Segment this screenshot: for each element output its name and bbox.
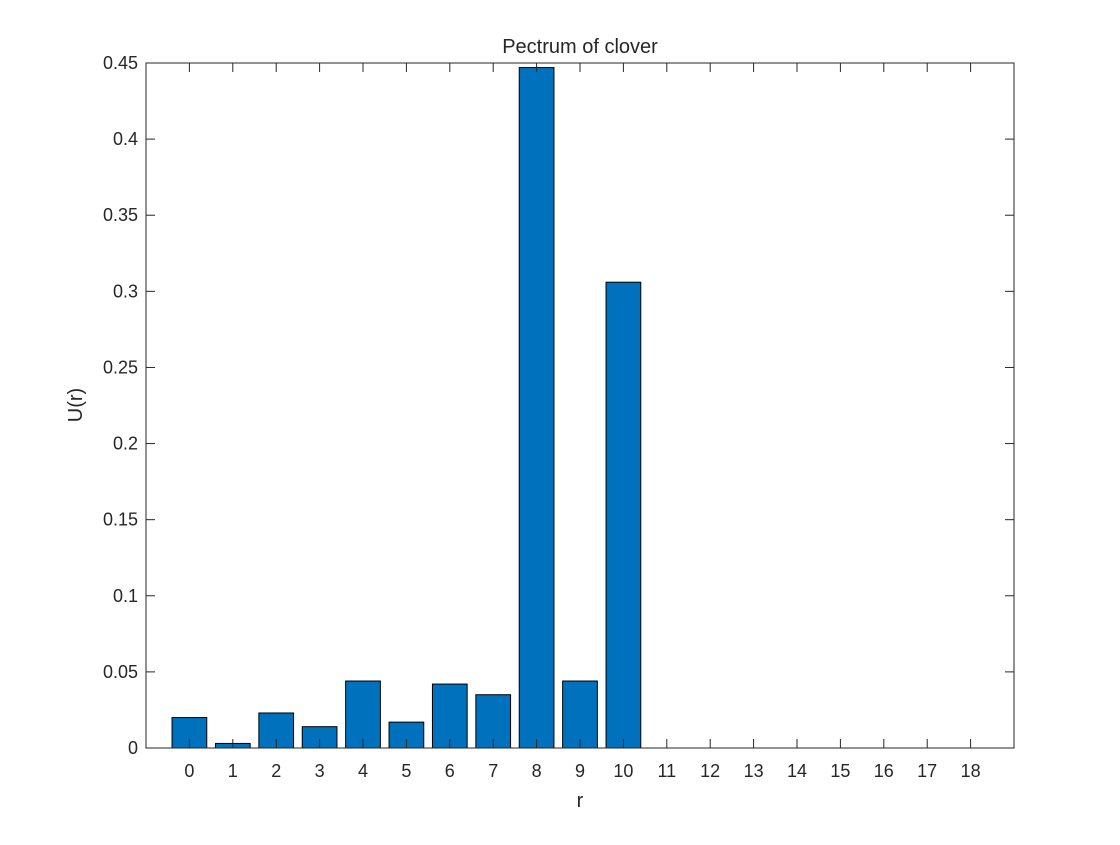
x-tick-label-9: 9 (575, 761, 585, 781)
y-tick-label-7: 0.35 (103, 205, 138, 225)
x-tick-labels: 0 1 2 3 4 5 6 7 8 9 10 11 12 13 14 15 16 17 18 (184, 761, 980, 781)
x-tick-label-16: 16 (874, 761, 894, 781)
x-tick-label-15: 15 (830, 761, 850, 781)
chart-title: Pectrum of clover (502, 36, 658, 58)
x-tick-label-18: 18 (961, 761, 981, 781)
x-tick-label-13: 13 (744, 761, 764, 781)
x-tick-label-12: 12 (700, 761, 720, 781)
plot-area (146, 63, 1014, 748)
bar-9 (562, 680, 598, 749)
x-tick-label-4: 4 (358, 761, 368, 781)
y-tick-label-8: 0.4 (113, 129, 138, 149)
x-tick-label-14: 14 (787, 761, 807, 781)
y-axis-label: U(r) (65, 388, 87, 422)
y-tick-label-1: 0.05 (103, 662, 138, 682)
y-tick-label-5: 0.25 (103, 357, 138, 377)
x-tick-label-5: 5 (401, 761, 411, 781)
x-tick-label-17: 17 (917, 761, 937, 781)
x-tick-label-11: 11 (657, 761, 676, 781)
y-tick-label-2: 0.1 (113, 586, 138, 606)
axes-box (145, 62, 1015, 749)
y-tick-label-6: 0.3 (113, 281, 138, 301)
bar-8 (518, 67, 555, 749)
x-tick-label-6: 6 (445, 761, 455, 781)
y-tick-label-4: 0.2 (113, 434, 138, 454)
y-tick-label-3: 0.15 (103, 510, 138, 530)
x-tick-label-7: 7 (488, 761, 498, 781)
x-tick-label-2: 2 (271, 761, 281, 781)
x-tick-label-0: 0 (184, 761, 194, 781)
x-axis-label: r (577, 790, 584, 812)
bar-6 (431, 683, 468, 749)
y-tick-label-9: 0.45 (103, 53, 138, 73)
bar-10 (605, 281, 642, 749)
y-tick-labels: 0 0.05 0.1 0.15 0.2 0.25 0.3 0.35 0.4 0.45 (103, 53, 138, 758)
x-tick-label-10: 10 (613, 761, 633, 781)
bar-4 (345, 680, 381, 749)
y-tick-label-0: 0 (128, 738, 138, 758)
x-tick-label-8: 8 (532, 761, 542, 781)
x-tick-label-1: 1 (228, 761, 238, 781)
x-tick-label-3: 3 (315, 761, 325, 781)
